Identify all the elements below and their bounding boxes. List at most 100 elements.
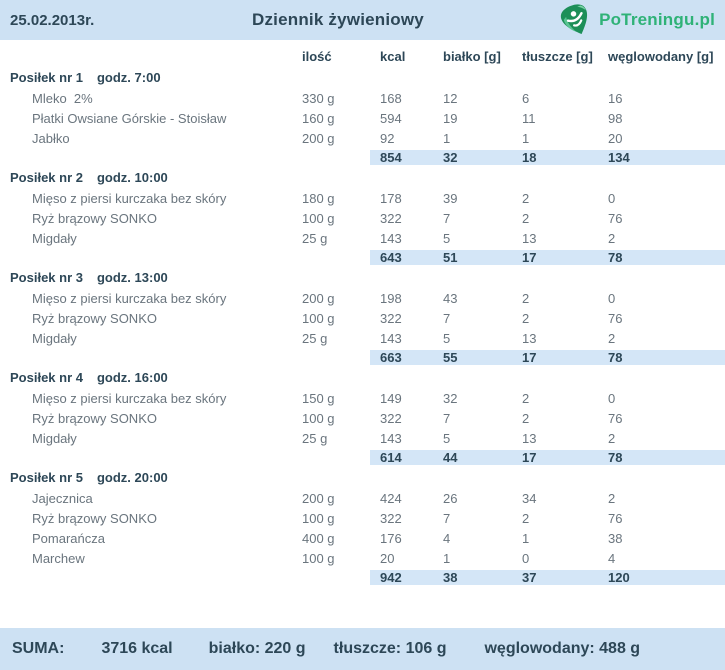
food-protein: 5	[443, 330, 451, 346]
food-row: Pomarańcza 400 g 176 4 1 38	[0, 528, 725, 548]
food-protein: 32	[443, 390, 458, 406]
subtotal-fat: 17	[512, 249, 598, 265]
subtotal-protein: 32	[433, 149, 512, 165]
food-qty: 200 g	[302, 490, 335, 506]
logo-suffix: .pl	[694, 10, 715, 29]
subtotal-carbs: 78	[598, 449, 725, 465]
food-protein: 7	[443, 410, 451, 426]
food-kcal: 143	[380, 430, 402, 446]
potreningu-logo-text: PoTreningu.pl	[599, 10, 715, 30]
meal-5-subtotal-row: 942 38 37 120	[0, 568, 725, 586]
food-kcal: 424	[380, 490, 402, 506]
food-qty: 100 g	[302, 410, 335, 426]
food-carbs: 0	[608, 390, 616, 406]
food-fat: 2	[522, 310, 530, 326]
food-fat: 34	[522, 490, 537, 506]
food-protein: 43	[443, 290, 458, 306]
food-name: Pomarańcza	[32, 530, 105, 546]
subtotal-kcal: 643	[370, 249, 433, 265]
food-kcal: 198	[380, 290, 402, 306]
food-carbs: 2	[608, 490, 616, 506]
food-carbs: 76	[608, 210, 623, 226]
food-row: Mleko 2% 330 g 168 12 6 16	[0, 88, 725, 108]
food-fat: 2	[522, 190, 530, 206]
meal-section-2: Posiłek nr 2 godz. 10:00 Mięso z piersi …	[0, 166, 725, 266]
food-name: Mięso z piersi kurczaka bez skóry	[32, 390, 227, 406]
meal-2-time: godz. 10:00	[96, 169, 168, 185]
food-row: Mięso z piersi kurczaka bez skóry 150 g …	[0, 388, 725, 408]
subtotal-fat: 17	[512, 349, 598, 365]
food-kcal: 149	[380, 390, 402, 406]
food-qty: 25 g	[302, 330, 328, 346]
food-name: Mięso z piersi kurczaka bez skóry	[32, 190, 227, 206]
food-row: Ryż brązowy SONKO 100 g 322 7 2 76	[0, 308, 725, 328]
subtotal-protein: 55	[433, 349, 512, 365]
meal-5-title: Posiłek nr 5	[10, 469, 83, 485]
food-protein: 7	[443, 510, 451, 526]
summary-kcal: 3716 kcal	[101, 640, 173, 657]
subtotal-protein: 38	[433, 569, 512, 585]
food-kcal: 178	[380, 190, 402, 206]
subtotal-carbs: 78	[598, 349, 725, 365]
food-row: Mięso z piersi kurczaka bez skóry 200 g …	[0, 288, 725, 308]
food-name: Migdały	[32, 330, 77, 346]
food-carbs: 76	[608, 310, 623, 326]
meal-4-time: godz. 16:00	[96, 369, 168, 385]
food-fat: 0	[522, 550, 530, 566]
food-name: Mięso z piersi kurczaka bez skóry	[32, 290, 227, 306]
subtotal-kcal: 854	[370, 149, 433, 165]
food-protein: 5	[443, 430, 451, 446]
logo-name: PoTreningu	[599, 10, 695, 29]
diary-date: 25.02.2013r.	[10, 11, 95, 29]
food-kcal: 322	[380, 210, 402, 226]
food-fat: 6	[522, 90, 530, 106]
food-fat: 2	[522, 410, 530, 426]
col-header-carbs: węglowodany [g]	[608, 48, 714, 64]
food-qty: 100 g	[302, 210, 335, 226]
summary-fat: tłuszcze: 106 g	[333, 640, 447, 657]
meal-section-1: Posiłek nr 1 godz. 7:00 Mleko 2% 330 g 1…	[0, 66, 725, 166]
food-name: Mleko 2%	[32, 90, 93, 106]
col-header-kcal: kcal	[380, 48, 406, 64]
summary-protein: białko: 220 g	[208, 640, 306, 657]
food-qty: 180 g	[302, 190, 335, 206]
col-header-qty: ilość	[302, 48, 332, 64]
header-bar: 25.02.2013r. Dziennik żywieniowy PoTreni…	[0, 0, 725, 40]
food-qty: 400 g	[302, 530, 335, 546]
meal-2-title: Posiłek nr 2	[10, 169, 83, 185]
subtotal-protein: 44	[433, 449, 512, 465]
page-title: Dziennik żywieniowy	[252, 10, 424, 29]
food-protein: 19	[443, 110, 458, 126]
food-qty: 100 g	[302, 510, 335, 526]
food-protein: 7	[443, 210, 451, 226]
food-fat: 2	[522, 510, 530, 526]
food-name: Migdały	[32, 230, 77, 246]
food-carbs: 2	[608, 230, 616, 246]
meal-1-time: godz. 7:00	[96, 69, 161, 85]
food-protein: 7	[443, 310, 451, 326]
food-row: Migdały 25 g 143 5 13 2	[0, 228, 725, 248]
summary-carbs: węglowodany: 488 g	[484, 640, 641, 657]
food-carbs: 0	[608, 190, 616, 206]
meal-4-title: Posiłek nr 4	[10, 369, 83, 385]
food-qty: 25 g	[302, 430, 328, 446]
food-protein: 39	[443, 190, 458, 206]
food-row: Migdały 25 g 143 5 13 2	[0, 328, 725, 348]
food-carbs: 0	[608, 290, 616, 306]
food-kcal: 322	[380, 410, 402, 426]
food-qty: 100 g	[302, 310, 335, 326]
food-kcal: 322	[380, 310, 402, 326]
food-carbs: 76	[608, 510, 623, 526]
summary-bar: SUMA: 3716 kcal białko: 220 g tłuszcze: …	[0, 628, 725, 670]
food-fat: 2	[522, 390, 530, 406]
meal-1-title: Posiłek nr 1	[10, 69, 83, 85]
meal-section-4: Posiłek nr 4 godz. 16:00 Mięso z piersi …	[0, 366, 725, 466]
food-kcal: 176	[380, 530, 402, 546]
food-fat: 11	[522, 110, 536, 126]
food-protein: 1	[443, 550, 451, 566]
food-carbs: 20	[608, 130, 623, 146]
food-kcal: 92	[380, 130, 395, 146]
food-kcal: 143	[380, 330, 402, 346]
food-fat: 13	[522, 330, 537, 346]
